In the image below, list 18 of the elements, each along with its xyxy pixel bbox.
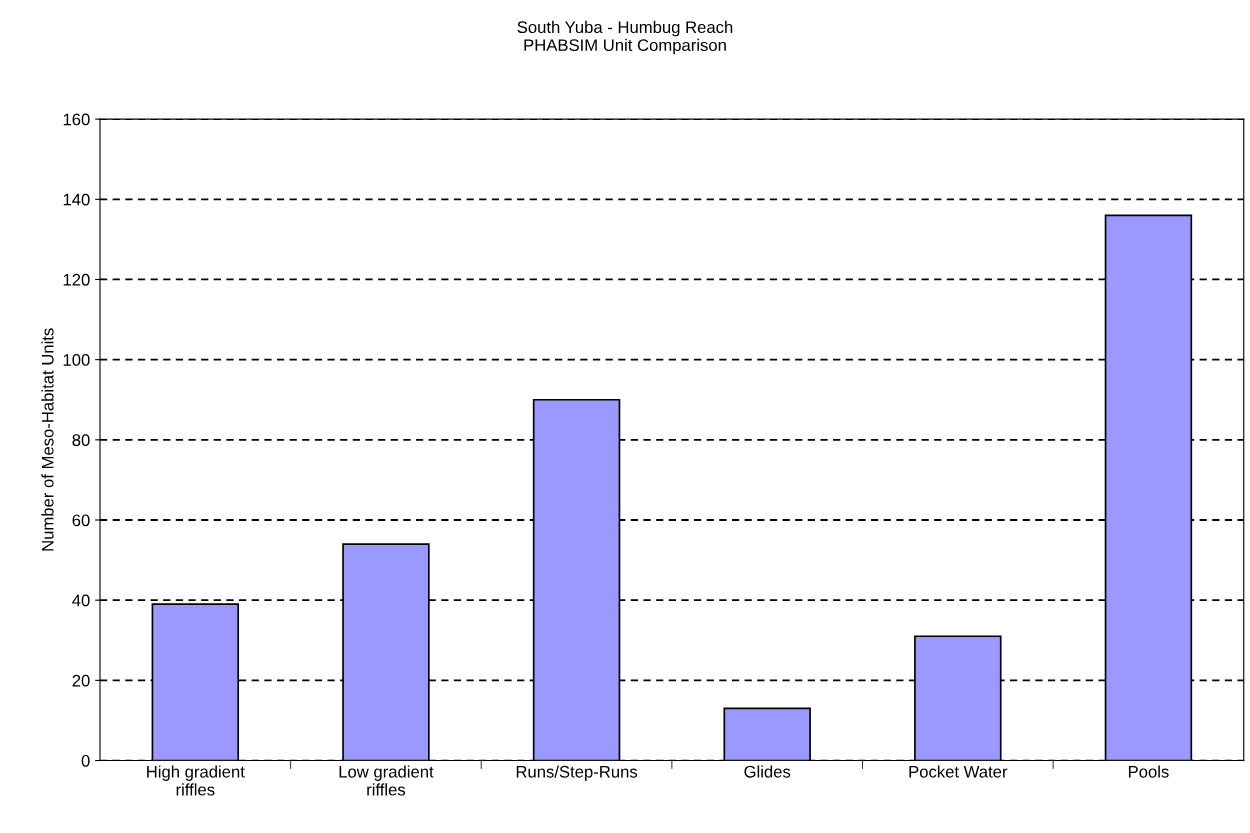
y-tick-label: 100 [63,354,90,366]
chart-title: South Yuba - Humbug Reach PHABSIM Unit Comparison [517,20,733,55]
y-tick-label: 20 [72,674,90,687]
y-tick-label: 120 [63,273,90,286]
y-tick-label: 140 [63,193,90,206]
y-tick-label: 160 [63,113,90,126]
y-tick-label: 40 [72,594,90,607]
x-tick-label: Pools [1128,765,1169,778]
y-tick-label: 60 [72,514,90,527]
x-tick-label: Glides [744,765,791,778]
bar [723,707,811,761]
y-tick-label: 80 [72,434,90,447]
y-axis-title: Number of Meso-Habitat Units [41,328,54,551]
y-tick-label: 0 [81,754,90,767]
x-tick-label: Low gradient riffles [339,765,434,796]
x-tick-label: Pocket Water [909,765,1008,778]
x-tick-label: High gradient riffles [147,765,245,796]
x-tick-label: Runs/Step-Runs [516,765,638,781]
